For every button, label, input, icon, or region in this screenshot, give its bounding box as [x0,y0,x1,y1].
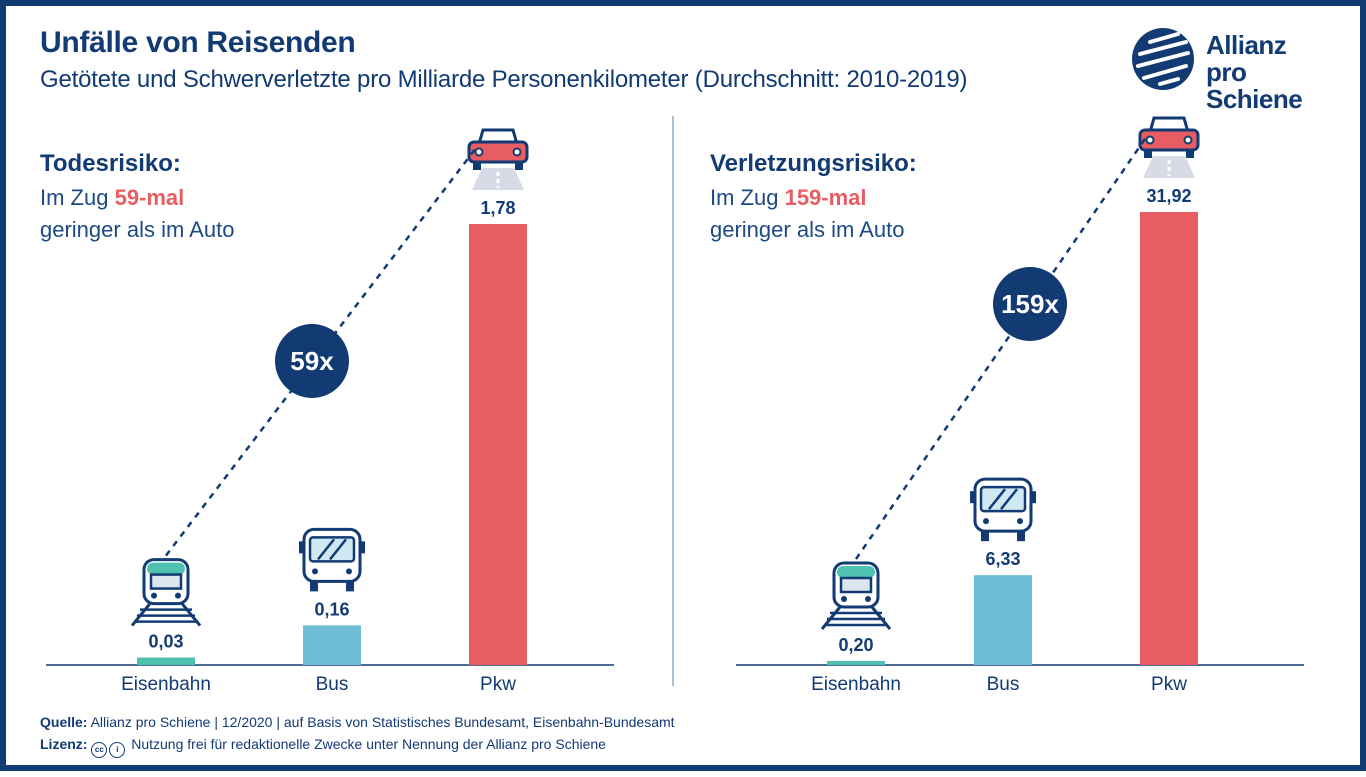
category-label: Eisenbahn [121,674,211,695]
ratio-badge-label: 159x [1001,289,1059,319]
category-label: Pkw [1151,674,1187,695]
panel-line-2: geringer als im Auto [40,217,235,242]
source-line: Quelle: Allianz pro Schiene | 12/2020 | … [40,711,675,733]
bar [827,661,885,665]
panel-line-1: Im Zug 159-mal [710,182,904,214]
footer: Quelle: Allianz pro Schiene | 12/2020 | … [40,711,675,758]
logo-wordmark: Allianz pro Schiene [1206,32,1340,113]
logo-line-2: pro Schiene [1206,57,1303,114]
cc-icon: cc [91,742,108,758]
bus-icon [970,477,1036,542]
car-icon [467,128,529,190]
chart-injury: 0,20 Eisenbahn 6,33 Bus 31,92 Pkw 159x [736,116,1304,695]
category-label: Eisenbahn [811,674,901,695]
category-label: Bus [987,674,1020,695]
panel-line-2: geringer als im Auto [710,217,905,242]
bus-icon [299,527,365,592]
panel-line-1: Im Zug 59-mal [40,182,234,214]
panel-line-highlight: 159-mal [784,185,867,210]
license-text: Nutzung frei für redaktionelle Zwecke un… [131,736,606,752]
bar [1140,212,1198,665]
data-label: 0,20 [838,635,873,655]
panel-line-prefix: Im Zug [40,185,115,210]
data-label: 0,03 [148,632,183,652]
bar [974,575,1032,665]
train-icon [130,558,202,627]
bar [303,625,361,665]
page-title: Unfälle von Reisenden [40,26,356,59]
panel-text-injury: Im Zug 159-mal geringer als im Auto [710,182,904,246]
data-label: 6,33 [985,549,1020,569]
panel-divider [672,116,674,686]
license-line: Lizenz: cc i Nutzung frei für redaktionel… [40,733,675,758]
panel-line-highlight: 59-mal [114,185,185,210]
ratio-badge: 59x [275,324,349,398]
comparison-connector [854,135,1149,560]
chart-death: 0,03 Eisenbahn 0,16 Bus 1,78 Pkw 59x [46,128,614,695]
bar-charts: 0,03 Eisenbahn 0,16 Bus 1,78 Pkw 59x 0,20 Eisenb… [46,116,1304,695]
by-icon: i [109,742,126,758]
logo-line-1: Allianz [1206,30,1287,60]
ratio-badge-label: 59x [290,346,334,376]
logo-mark-icon [1132,28,1194,90]
train-icon [820,561,892,630]
source-label: Quelle: [40,714,88,730]
data-label: 0,16 [314,599,349,619]
data-label: 31,92 [1146,186,1191,206]
category-label: Pkw [480,674,516,695]
panel-heading-injury: Verletzungsrisiko: [710,150,917,177]
panel-heading-death: Todesrisiko: [40,150,181,177]
license-label: Lizenz: [40,736,88,752]
bar [137,657,195,665]
bar [469,224,527,665]
car-icon [1138,116,1200,178]
category-label: Bus [316,674,349,695]
panel-line-prefix: Im Zug [710,185,785,210]
data-label: 1,78 [480,198,515,218]
page-subtitle: Getötete und Schwerverletzte pro Milliar… [40,66,968,93]
ratio-badge: 159x [993,267,1067,341]
panel-text-death: Im Zug 59-mal geringer als im Auto [40,182,234,246]
allianz-pro-schiene-logo: Allianz pro Schiene [1130,26,1340,113]
source-text: Allianz pro Schiene | 12/2020 | auf Basi… [90,714,675,730]
